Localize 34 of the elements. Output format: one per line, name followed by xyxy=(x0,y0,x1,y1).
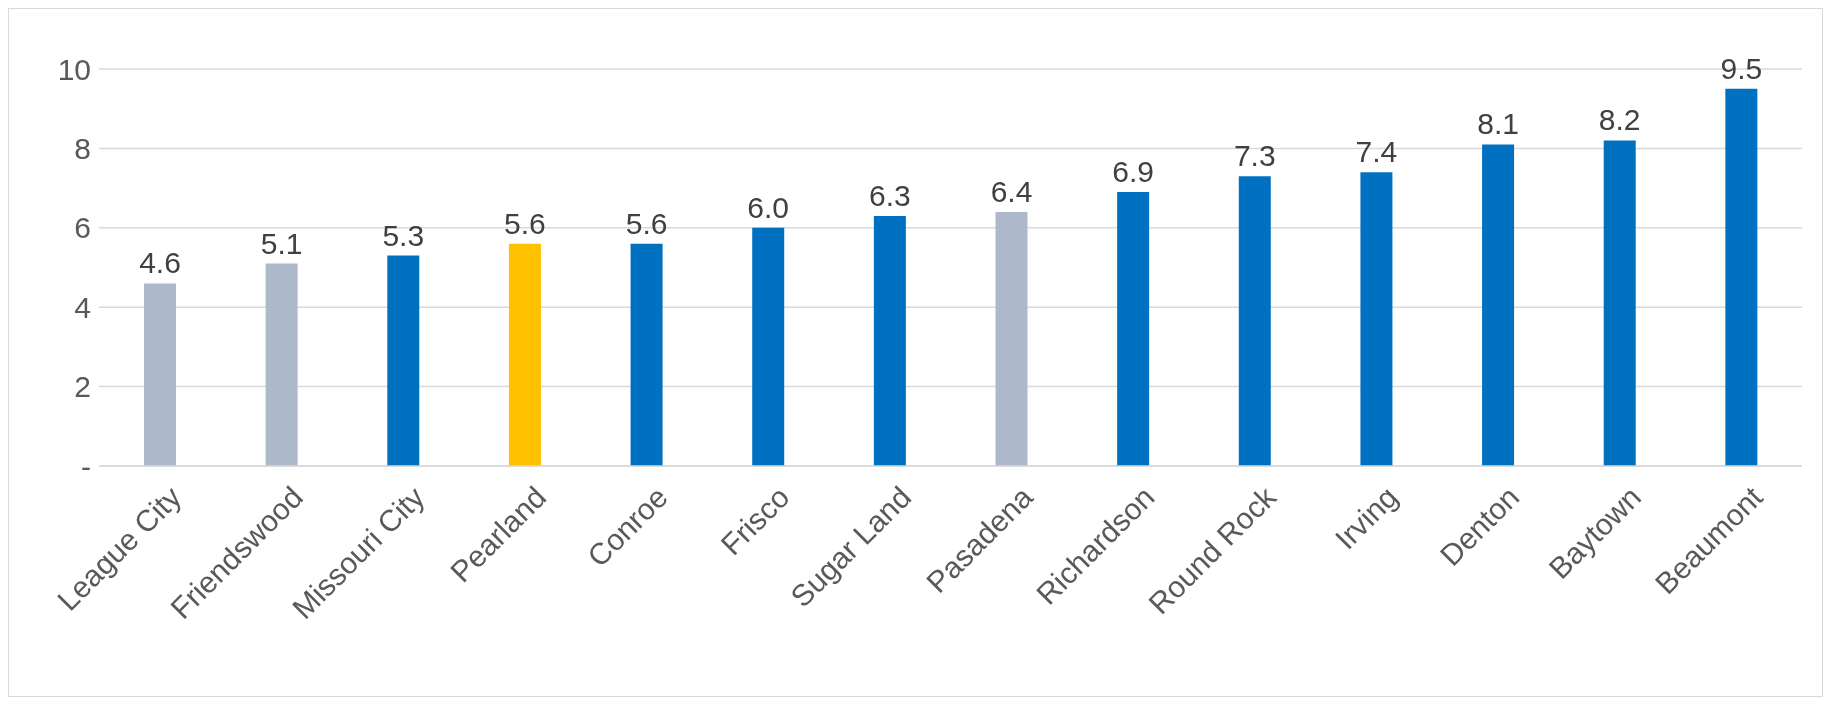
y-tick-label: 2 xyxy=(74,370,91,404)
data-label: 8.1 xyxy=(1477,107,1519,141)
bar xyxy=(144,283,176,466)
data-label: 5.6 xyxy=(625,206,668,240)
bar xyxy=(1482,144,1515,466)
data-label: 5.1 xyxy=(260,226,303,260)
data-label: 4.6 xyxy=(139,246,181,280)
data-label: 5.3 xyxy=(382,218,425,252)
y-tick-label: 6 xyxy=(74,211,91,245)
y-tick-label: 8 xyxy=(74,132,91,166)
data-label: 6.4 xyxy=(990,174,1033,208)
data-label: 6.0 xyxy=(747,190,790,224)
bar xyxy=(1238,176,1271,466)
data-label: 7.4 xyxy=(1355,135,1398,169)
bar xyxy=(265,263,298,466)
data-label: 8.2 xyxy=(1598,103,1641,137)
y-tick-label: 10 xyxy=(57,52,91,86)
bar xyxy=(1603,140,1636,466)
bar xyxy=(630,243,663,466)
bar xyxy=(995,211,1028,466)
bar xyxy=(1725,88,1758,466)
bar xyxy=(1117,192,1150,466)
bar xyxy=(752,227,785,466)
data-label: 6.9 xyxy=(1112,155,1154,189)
bar xyxy=(387,255,420,466)
data-label: 7.3 xyxy=(1233,139,1276,173)
y-tick-label: - xyxy=(81,449,91,483)
bar xyxy=(1360,172,1393,466)
bar xyxy=(873,215,906,466)
data-label: 9.5 xyxy=(1720,51,1763,85)
data-label: 6.3 xyxy=(869,178,911,212)
bar xyxy=(508,243,541,466)
y-tick-label: 4 xyxy=(74,290,91,324)
data-label: 5.6 xyxy=(504,206,546,240)
